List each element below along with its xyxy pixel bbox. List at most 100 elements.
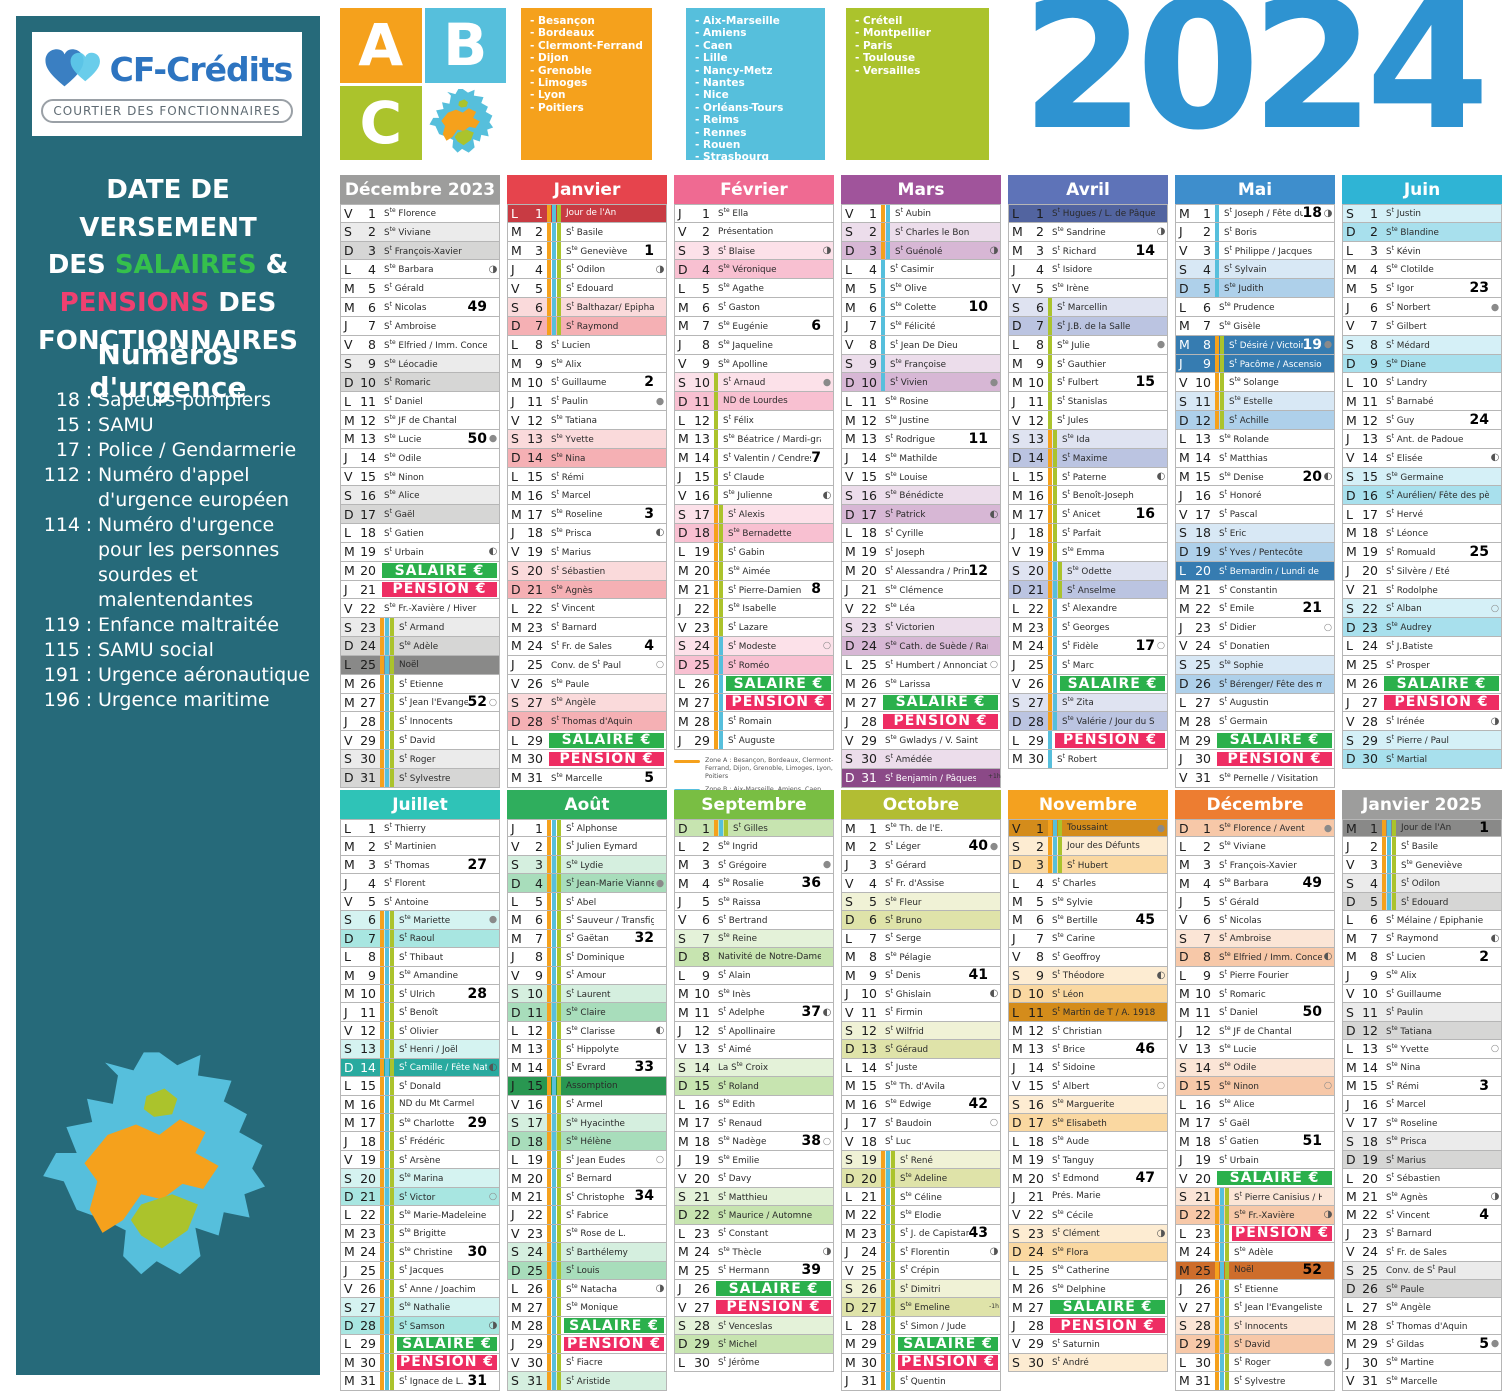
vacation-stripe-zone-a <box>547 1187 551 1206</box>
day-label: D 15 <box>678 1078 710 1094</box>
vacation-stripe-zone-c <box>1048 392 1052 411</box>
day-label: M 10 <box>1179 986 1211 1002</box>
day-label: D 24 <box>845 638 877 654</box>
week-number: 28 <box>467 985 487 1002</box>
vacation-stripe-zone-b <box>552 820 556 837</box>
day-row: D 18 Ste Hélène <box>507 1132 667 1151</box>
saint-name: Ste Roseline <box>1386 1116 1438 1129</box>
saint-name: St Vincent <box>551 602 595 615</box>
day-row: V 22 Ste Fr.-Xavière / Hiver <box>340 599 500 619</box>
vacation-stripe-zone-b <box>886 1206 890 1224</box>
vacation-stripe-zone-a <box>547 911 551 929</box>
day-label: J 19 <box>1179 1152 1211 1168</box>
vacation-stripe-zone-c <box>390 1335 394 1353</box>
vacation-stripe-zone-b <box>385 1058 389 1077</box>
saint-name: Ste Th. d'Avila <box>885 1079 945 1092</box>
saint-name: Ste Germaine <box>1386 470 1444 483</box>
saint-name: Assomption <box>566 1080 618 1091</box>
day-row: M 20 SALAIRE € <box>340 561 500 581</box>
day-label: L 19 <box>511 1152 543 1168</box>
day-row: J 11 St Stanislas <box>1008 392 1168 412</box>
day-label: M 26 <box>344 676 376 692</box>
day-label: J 12 <box>1179 1023 1211 1039</box>
saint-name: St Jean-Marie Vianney <box>566 877 654 889</box>
day-row: L 19 St Gabin <box>674 542 834 562</box>
week-number: 52 <box>467 694 487 711</box>
day-label: V 17 <box>1179 506 1211 522</box>
vacation-stripe-zone-b <box>552 1040 556 1058</box>
day-row: D 15 Ste Ninon ○ <box>1175 1077 1335 1096</box>
zone-city: - Rouen <box>695 139 741 152</box>
day-row: M 13 St Rodrigue 11 <box>841 429 1001 449</box>
vacation-stripe-zone-a <box>714 693 718 712</box>
vacation-stripe-zone-a <box>547 298 551 316</box>
vacation-stripe-zone-a <box>380 1279 384 1298</box>
saint-name: St Fidèle <box>1062 640 1099 652</box>
vacation-stripe-zone-c <box>1053 486 1057 505</box>
day-row: D 24 Ste Adèle <box>340 637 500 656</box>
month-juillet: Juillet L 1 St Thierry M 2 St Martinien M 3 St Th… <box>340 790 500 1391</box>
day-row: L 5 Ste Agathe <box>674 279 834 299</box>
vacation-stripe-zone-c <box>390 1095 394 1113</box>
salaire-banner: SALAIRE € <box>716 1281 831 1297</box>
pension-banner: PENSION € <box>726 694 831 710</box>
saint-name: Ste Christine <box>399 1245 453 1258</box>
saint-name: St Marius <box>1386 1153 1426 1166</box>
day-row: M 9 St Denis 41 <box>841 966 1001 985</box>
saint-name: St Romuald <box>1386 545 1436 558</box>
day-row: J 15 Assomption <box>507 1077 667 1096</box>
day-row: L 15 St Rémi <box>507 467 667 487</box>
day-row: M 28 St Thomas d'Aquin <box>1342 1316 1502 1336</box>
day-row: V 20 St Davy <box>674 1169 834 1188</box>
vacation-stripe-zone-b <box>1220 1335 1224 1353</box>
france-zones-map <box>43 1052 266 1275</box>
day-label: V 31 <box>1346 1373 1378 1389</box>
pensions-word: PENSIONS <box>59 288 210 319</box>
saint-name: Ste Sylvie <box>1052 895 1093 908</box>
pension-banner: PENSION € <box>1055 732 1165 748</box>
vacation-stripe-zone-a <box>380 768 384 787</box>
saint-name: St Innocents <box>399 715 453 728</box>
day-row: L 21 Ste Céline <box>841 1187 1001 1207</box>
day-label: D 31 <box>344 770 376 786</box>
day-label: D 29 <box>678 1336 710 1352</box>
day-row: J 4 St Florent <box>340 874 500 893</box>
vacation-stripe-zone-c <box>557 1114 561 1132</box>
vacation-stripe-zone-a <box>1048 693 1052 712</box>
saint-name: Ste Marcelle <box>1386 1374 1438 1387</box>
day-row: V 1 Toussaint ● <box>1008 819 1168 838</box>
salaire-banner: SALAIRE € <box>564 1318 664 1334</box>
vacation-stripe-zone-b <box>385 1298 389 1316</box>
day-row: D 6 St Bruno <box>841 911 1001 930</box>
vacation-stripe-zone-a <box>1215 1206 1219 1224</box>
vacation-stripe-zone-a <box>547 929 551 948</box>
day-row: L 9 St Pierre Fourier <box>1175 966 1335 985</box>
vacation-stripe-zone-c <box>557 929 561 948</box>
day-row: J 12 St Apollinaire <box>674 1021 834 1041</box>
moon-phase-icon: ◑ <box>1323 207 1333 219</box>
saint-name: St Sidoine <box>1052 1061 1096 1074</box>
saint-name: Prés. Marie <box>1052 1191 1101 1202</box>
saint-name: St Norbert <box>1386 301 1431 314</box>
day-row: J 22 St Fabrice <box>507 1206 667 1225</box>
saint-name: St Alban <box>1386 602 1422 615</box>
vacation-stripe-zone-b <box>385 929 389 948</box>
vacation-stripe-zone-b <box>385 1003 389 1021</box>
day-row: M 22 St Emile 21 <box>1175 599 1335 619</box>
moon-phase-icon: ● <box>655 877 665 889</box>
saint-name: St Gauthier <box>1057 357 1107 370</box>
month-header: Mars <box>841 175 1001 204</box>
saint-name: Ste Judith <box>1224 282 1264 295</box>
day-row: D 19 St Marius <box>1342 1150 1502 1170</box>
vacation-stripe-zone-c <box>714 467 718 486</box>
vacation-stripe-zone-c <box>557 1187 561 1206</box>
day-row: M 12 St Guy 24 <box>1342 411 1502 430</box>
vacation-stripe-zone-a <box>1215 1372 1219 1390</box>
saint-name: St Gabin <box>728 545 765 558</box>
day-row: L 8 St Lucien <box>507 335 667 355</box>
